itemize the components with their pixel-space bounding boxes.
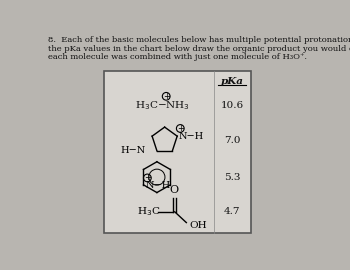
Text: +: + (177, 124, 184, 133)
Text: each molecule was combined with just one molecule of H₃O⁺.: each molecule was combined with just one… (48, 53, 307, 61)
Text: O: O (170, 185, 179, 195)
Text: 10.6: 10.6 (220, 101, 244, 110)
Text: +: + (163, 92, 170, 101)
Text: N−H: N−H (179, 132, 204, 141)
Text: +: + (144, 173, 151, 183)
Text: 4.7: 4.7 (224, 207, 240, 216)
Text: pKa: pKa (220, 77, 244, 86)
Text: H−N: H−N (121, 146, 146, 155)
Text: H$_3$C$-$NH$_3$: H$_3$C$-$NH$_3$ (135, 99, 190, 112)
Text: 5.3: 5.3 (224, 173, 240, 182)
Text: H$_3$C: H$_3$C (136, 205, 160, 218)
Text: the pKa values in the chart below draw the organic product you would expect if: the pKa values in the chart below draw t… (48, 45, 350, 53)
FancyBboxPatch shape (104, 71, 251, 232)
Text: OH: OH (189, 221, 207, 230)
Text: 7.0: 7.0 (224, 136, 240, 145)
Text: N−H: N−H (146, 181, 171, 190)
Text: 8.  Each of the basic molecules below has multiple potential protonation sites. : 8. Each of the basic molecules below has… (48, 36, 350, 44)
